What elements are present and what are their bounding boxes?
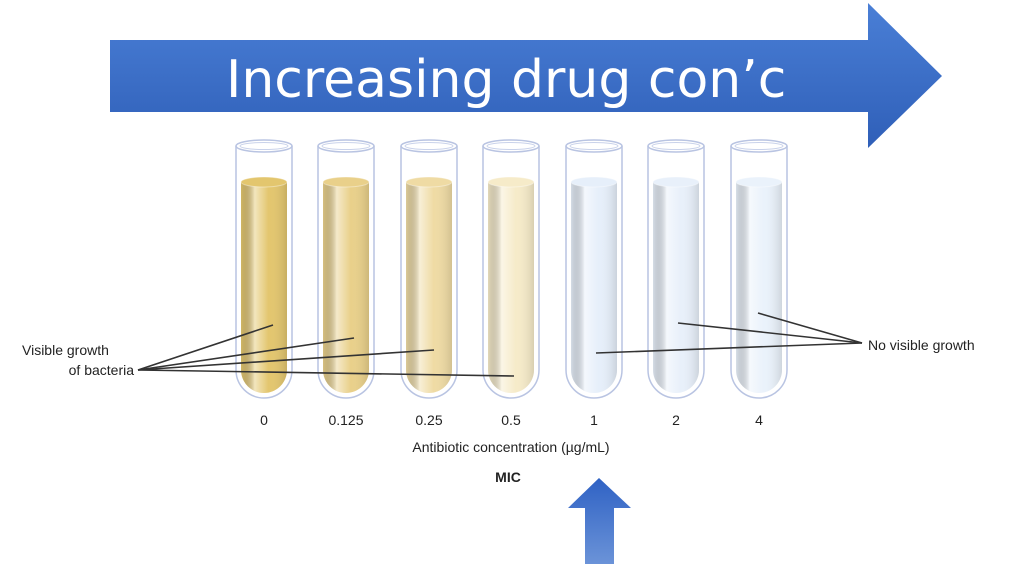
concentration-label: 4 [755, 412, 763, 428]
test-tube: 1 [565, 139, 623, 428]
tube-rim [647, 139, 705, 153]
no-visible-growth-label: No visible growth [868, 337, 975, 353]
tube-rim-inner [321, 142, 371, 150]
tube-rim-inner [239, 142, 289, 150]
liquid-surface [240, 176, 288, 188]
liquid-surface [322, 176, 370, 188]
concentration-label: 0.5 [501, 412, 521, 428]
tube-rim-inner [569, 142, 619, 150]
tube-rim-inner [651, 142, 701, 150]
tube-shine [241, 182, 287, 393]
mic-label: MIC [495, 469, 521, 485]
liquid-surface [735, 176, 783, 188]
tube-rim-inner [404, 142, 454, 150]
tube-rim [317, 139, 375, 153]
tube-rim [400, 139, 458, 153]
tube-shine [653, 182, 699, 393]
increasing-concentration-arrow: Increasing drug con’c [110, 3, 942, 148]
test-tube: 0.125 [317, 139, 375, 428]
tube-shine [736, 182, 782, 393]
mic-arrow [568, 478, 631, 564]
tube-glass [317, 146, 375, 399]
tube-rim [235, 139, 293, 153]
pointer-lines [137, 312, 863, 377]
liquid-surface [570, 176, 618, 188]
concentration-label: 1 [590, 412, 598, 428]
tube-rim [565, 139, 623, 153]
tube-rim [730, 139, 788, 153]
tube-rim-inner [734, 142, 784, 150]
test-tube: 4 [730, 139, 788, 428]
test-tube: 0.25 [400, 139, 458, 428]
tube-shine [323, 182, 369, 393]
test-tube: 2 [647, 139, 705, 428]
test-tube: 0 [235, 139, 293, 428]
tube-glass [482, 146, 540, 399]
liquid-surface [405, 176, 453, 188]
tube-glass [235, 146, 293, 399]
liquid-surface [652, 176, 700, 188]
visible-growth-label: Visible growth [22, 342, 109, 358]
tube-glass [730, 146, 788, 399]
test-tubes: 0 0.125 0.25 0.5 1 2 4 [235, 139, 788, 428]
concentration-label: 2 [672, 412, 680, 428]
concentration-label: 0 [260, 412, 268, 428]
tube-rim-inner [486, 142, 536, 150]
concentration-label: 0.125 [328, 412, 363, 428]
concentration-label: 0.25 [415, 412, 442, 428]
banner-text: Increasing drug con’c [226, 50, 786, 110]
tube-shine [488, 182, 534, 393]
tube-rim [482, 139, 540, 153]
tube-glass [565, 146, 623, 399]
tube-glass [647, 146, 705, 399]
tube-shine [406, 182, 452, 393]
tube-shine [571, 182, 617, 393]
axis-label: Antibiotic concentration (µg/mL) [412, 439, 609, 455]
test-tube: 0.5 [482, 139, 540, 428]
liquid-surface [487, 176, 535, 188]
tube-glass [400, 146, 458, 399]
of-bacteria-label: of bacteria [69, 362, 135, 378]
